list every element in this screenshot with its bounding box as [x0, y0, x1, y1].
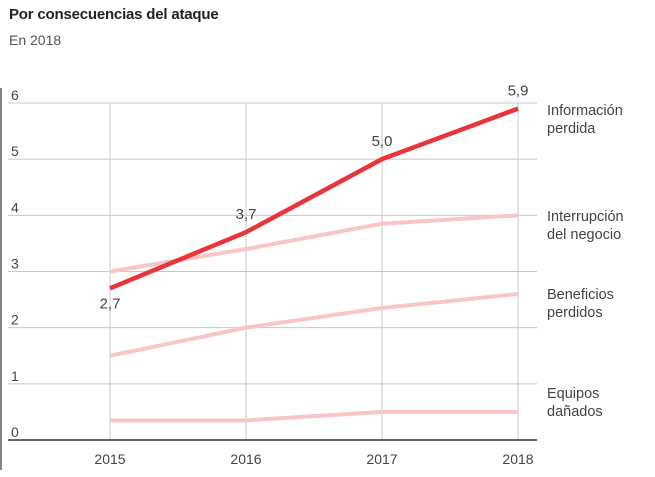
data-label: 5,9: [508, 83, 529, 100]
legend-label: perdida: [547, 121, 596, 137]
legend-label: Información: [547, 103, 623, 119]
legend-label: Beneficios: [547, 287, 614, 303]
data-label: 5,0: [372, 133, 393, 150]
x-tick-label: 2015: [94, 451, 125, 467]
series-line: [110, 409, 518, 423]
grid-lines: [0, 88, 537, 470]
legend-label: dañados: [547, 404, 603, 420]
x-tick-label: 2016: [230, 451, 261, 467]
y-tick-label: 5: [11, 143, 19, 159]
y-tick-label: 0: [11, 424, 19, 440]
x-tick-label: 2017: [366, 451, 397, 467]
data-label: 3,7: [236, 206, 257, 223]
chart-title: Por consecuencias del ataque: [9, 6, 219, 23]
x-axis-ticks: 2015 2016 2017 2018: [94, 451, 533, 467]
legend-label: perdidos: [547, 305, 603, 321]
chart-subtitle: En 2018: [9, 32, 62, 48]
legend-label: del negocio: [547, 227, 621, 243]
y-tick-label: 1: [11, 368, 19, 384]
legend-label: Interrupción: [547, 209, 624, 225]
y-tick-label: 6: [11, 87, 19, 103]
data-label: 2,7: [100, 295, 121, 312]
series-line: [109, 291, 519, 358]
legend-label: Equipos: [547, 386, 599, 402]
y-axis-ticks: 0 1 2 3 4 5 6: [11, 87, 19, 440]
y-tick-label: 4: [11, 199, 19, 215]
y-tick-label: 3: [11, 256, 19, 272]
data-labels: 2,7 3,7 5,0 5,9: [100, 83, 529, 313]
x-tick-label: 2018: [502, 451, 533, 467]
series-lines: [109, 106, 519, 423]
legend: Información perdida Interrupción del negoci…: [547, 103, 624, 420]
series-line: [109, 106, 519, 291]
y-tick-label: 2: [11, 312, 19, 328]
